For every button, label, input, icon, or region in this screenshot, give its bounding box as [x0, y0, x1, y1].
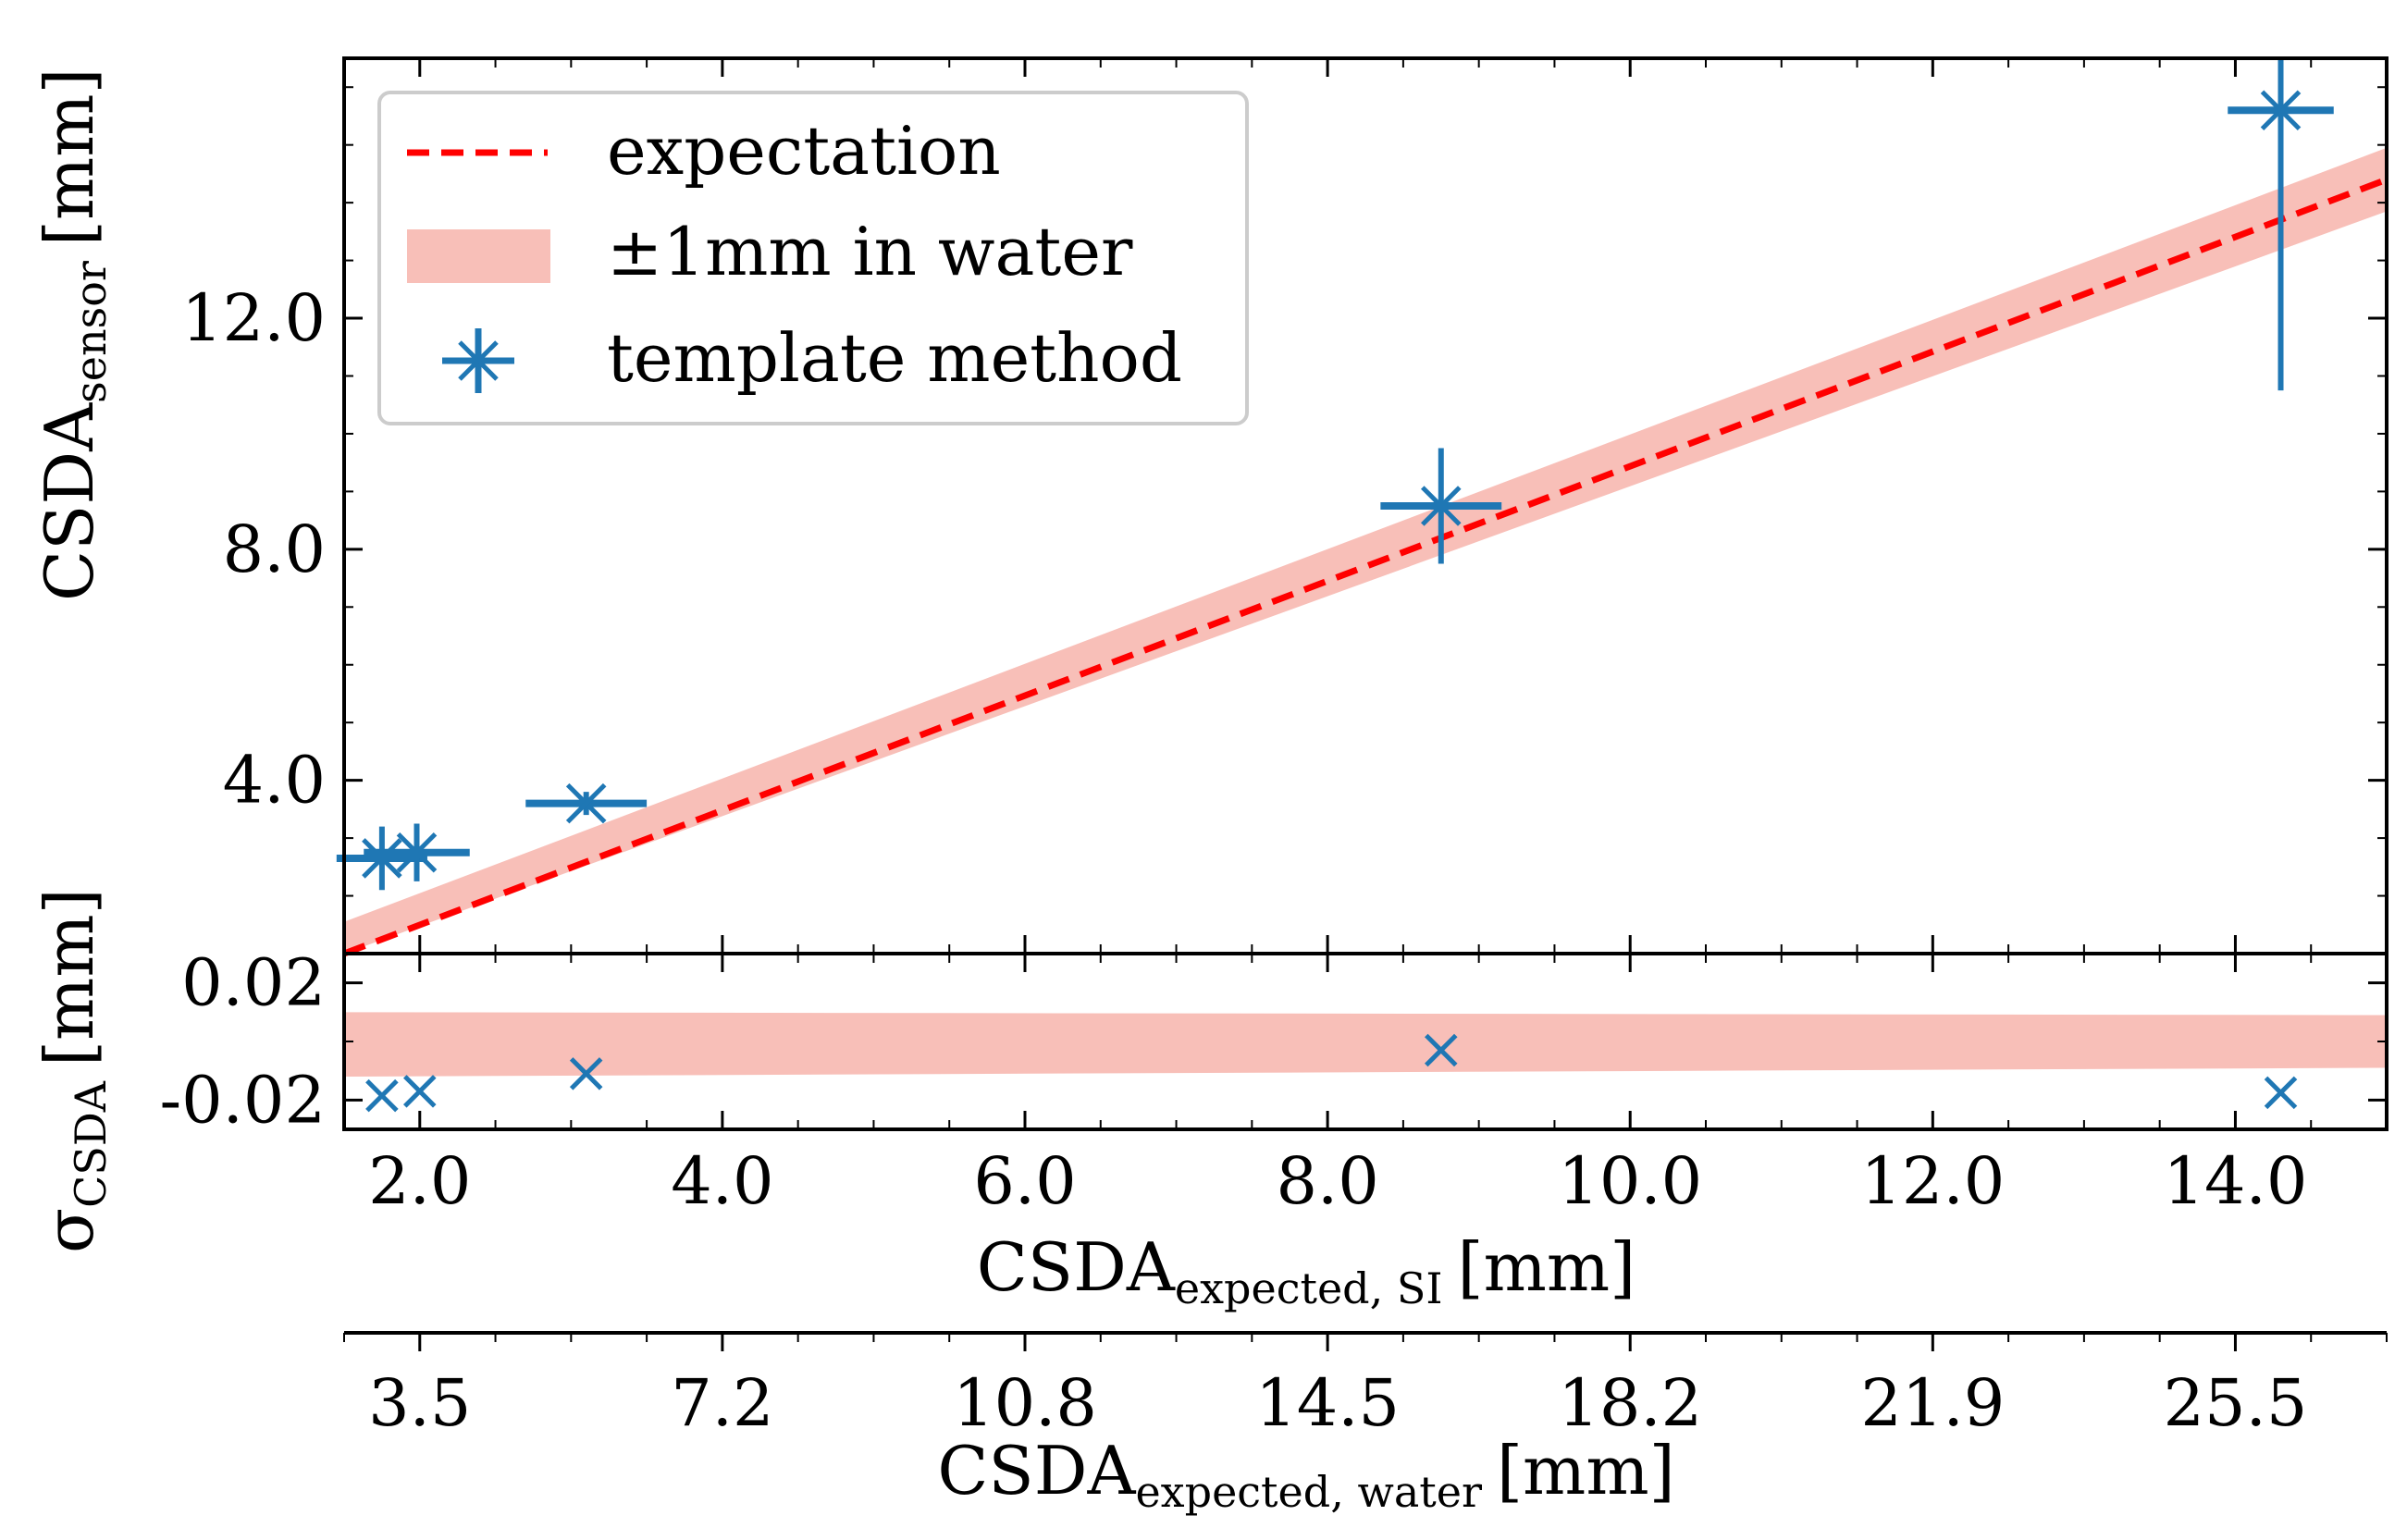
secondary-x-axis: 3.5 7.2 10.8 14.5 18.2 21.9 25.5 CSDAexpected,…	[343, 1331, 2388, 1517]
x-tick-label-water: 3.5	[368, 1365, 471, 1441]
residual-point-3	[569, 1057, 603, 1090]
marker-stroke	[569, 1057, 603, 1090]
residual-y-axis-label: σCSDA[mm]	[31, 888, 116, 1253]
data-point-3	[525, 782, 648, 824]
main-data-points	[336, 58, 2334, 891]
residual-data-points	[365, 1033, 2298, 1113]
x-tick-label-si: 14.0	[2164, 1143, 2308, 1219]
legend-label-band: ±1mm in water	[607, 213, 1133, 290]
main-expectation-line	[342, 176, 2388, 957]
marker-stroke	[365, 1078, 399, 1113]
residual-y-tick-label: -0.02	[159, 1062, 326, 1138]
marker-stroke	[396, 832, 438, 873]
residual-y-ticks: -0.02 0.02	[159, 945, 2387, 1138]
legend-box	[377, 91, 1249, 425]
main-y-tick-label: 8.0	[223, 511, 326, 587]
residual-point-4	[1425, 1033, 1458, 1067]
residual-x-ticks: 2.0 4.0 6.0 8.0 10.0 12.0 14.0	[343, 954, 2388, 1219]
x-tick-label-si: 8.0	[1276, 1143, 1378, 1219]
x-tick-label-water: 7.2	[671, 1365, 773, 1441]
x-tick-label-si: 4.0	[671, 1143, 773, 1219]
residual-point-1	[365, 1078, 399, 1113]
x-tick-label-water: 14.5	[1255, 1365, 1400, 1441]
main-x-ticks	[343, 58, 2388, 954]
data-point-5	[2228, 58, 2334, 391]
x-tick-label-water: 18.2	[1558, 1365, 1702, 1441]
x-tick-label-si: 6.0	[973, 1143, 1076, 1219]
main-y-tick-label: 12.0	[181, 280, 326, 356]
x-axis-label-si: CSDAexpected, SI [mm]	[977, 1228, 1636, 1313]
marker-stroke	[565, 782, 607, 824]
x-tick-label-water: 21.9	[1860, 1365, 2005, 1441]
main-y-ticks: 4.0 8.0 12.0	[181, 86, 2387, 897]
residual-band-region	[344, 1012, 2387, 1077]
marker-stroke	[2260, 90, 2302, 130]
x-tick-label-water: 10.8	[953, 1365, 1097, 1441]
main-tolerance-band	[344, 147, 2387, 955]
band-region	[344, 147, 2387, 955]
legend-template-swatch	[442, 328, 514, 393]
residual-panel: 2.0 4.0 6.0 8.0 10.0 12.0 14.0 -0.02 0.02 σCSDA…	[31, 888, 2388, 1313]
residual-y-tick-label: 0.02	[181, 945, 326, 1021]
legend-band-swatch	[407, 229, 550, 283]
x-tick-label-si: 10.0	[1558, 1143, 1702, 1219]
marker-stroke	[1425, 1033, 1458, 1067]
residual-point-5	[2264, 1076, 2298, 1110]
secondary-x-ticks: 3.5 7.2 10.8 14.5 18.2 21.9 25.5	[343, 1333, 2388, 1441]
marker-stroke	[1421, 486, 1462, 526]
marker-stroke	[403, 1075, 437, 1108]
x-tick-label-water: 25.5	[2164, 1365, 2308, 1441]
data-point-2	[364, 823, 470, 881]
legend-label-template: template method	[607, 319, 1182, 397]
marker-stroke	[2264, 1076, 2298, 1110]
x-tick-label-si: 12.0	[1860, 1143, 2005, 1219]
legend-label-expectation: expectation	[607, 112, 1001, 190]
main-y-axis-label: CSDAsensor[mm]	[31, 68, 116, 601]
x-tick-label-si: 2.0	[368, 1143, 471, 1219]
marker-stroke	[362, 838, 402, 879]
residual-point-2	[403, 1075, 437, 1108]
main-y-tick-label: 4.0	[223, 743, 326, 819]
expectation-line	[342, 176, 2388, 957]
x-axis-label-water: CSDAexpected, water [mm]	[937, 1432, 1674, 1517]
residual-tolerance-band	[344, 1012, 2387, 1077]
legend: expectation ±1mm in water template metho…	[377, 91, 1249, 425]
data-point-4	[1380, 448, 1502, 564]
